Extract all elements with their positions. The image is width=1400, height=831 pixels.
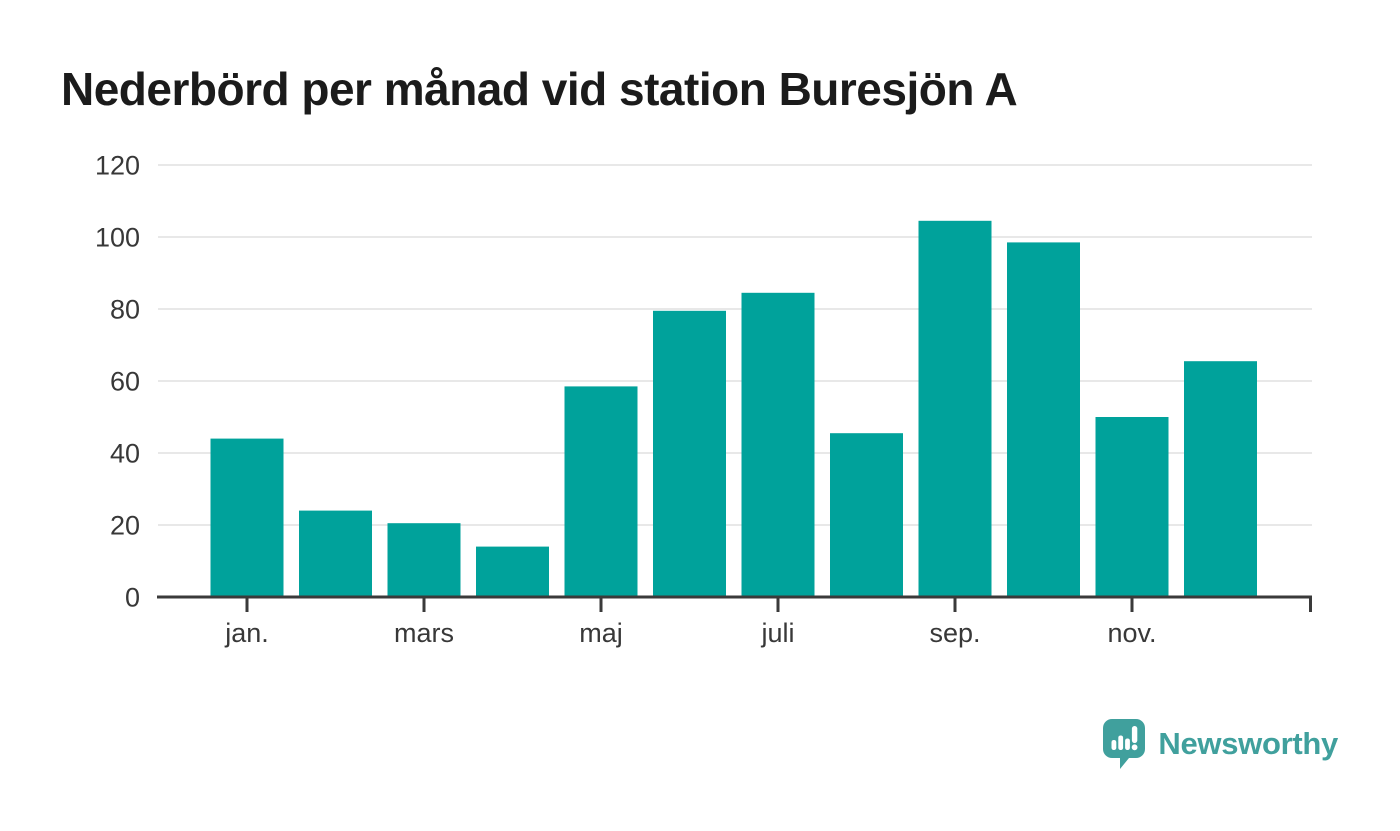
x-tick-label-maj: maj bbox=[579, 618, 623, 648]
y-tick-label-40: 40 bbox=[110, 439, 140, 469]
bar-month-9 bbox=[918, 220, 992, 598]
x-tick-label-juli: juli bbox=[760, 618, 794, 648]
x-tick-label-sep.: sep. bbox=[929, 618, 980, 648]
bar-month-2 bbox=[299, 510, 372, 597]
bar-month-4 bbox=[476, 546, 549, 597]
bar-chart-speech-bubble-icon bbox=[1103, 719, 1146, 769]
newsworthy-logo: Newsworthy bbox=[1103, 719, 1338, 769]
bar-month-12 bbox=[1184, 361, 1257, 597]
newsworthy-logo-text: Newsworthy bbox=[1158, 726, 1338, 761]
bar-month-8 bbox=[830, 433, 903, 597]
bar-month-3 bbox=[387, 523, 461, 597]
y-tick-label-60: 60 bbox=[110, 367, 140, 397]
bar-month-7 bbox=[741, 292, 815, 597]
y-tick-label-0: 0 bbox=[125, 583, 140, 613]
bar-month-1 bbox=[210, 438, 284, 597]
x-tick-label-nov.: nov. bbox=[1107, 618, 1156, 648]
y-tick-label-20: 20 bbox=[110, 511, 140, 541]
chart-title: Nederbörd per månad vid station Buresjön… bbox=[61, 63, 1018, 115]
y-tick-label-100: 100 bbox=[95, 223, 140, 253]
bar-month-6 bbox=[653, 310, 726, 597]
y-tick-label-80: 80 bbox=[110, 295, 140, 325]
x-tick-label-mars: mars bbox=[394, 618, 454, 648]
bar-month-10 bbox=[1007, 242, 1080, 597]
bar-month-5 bbox=[564, 386, 638, 597]
bar-month-11 bbox=[1095, 417, 1169, 597]
x-tick-label-jan.: jan. bbox=[224, 618, 269, 648]
y-tick-label-120: 120 bbox=[95, 151, 140, 181]
